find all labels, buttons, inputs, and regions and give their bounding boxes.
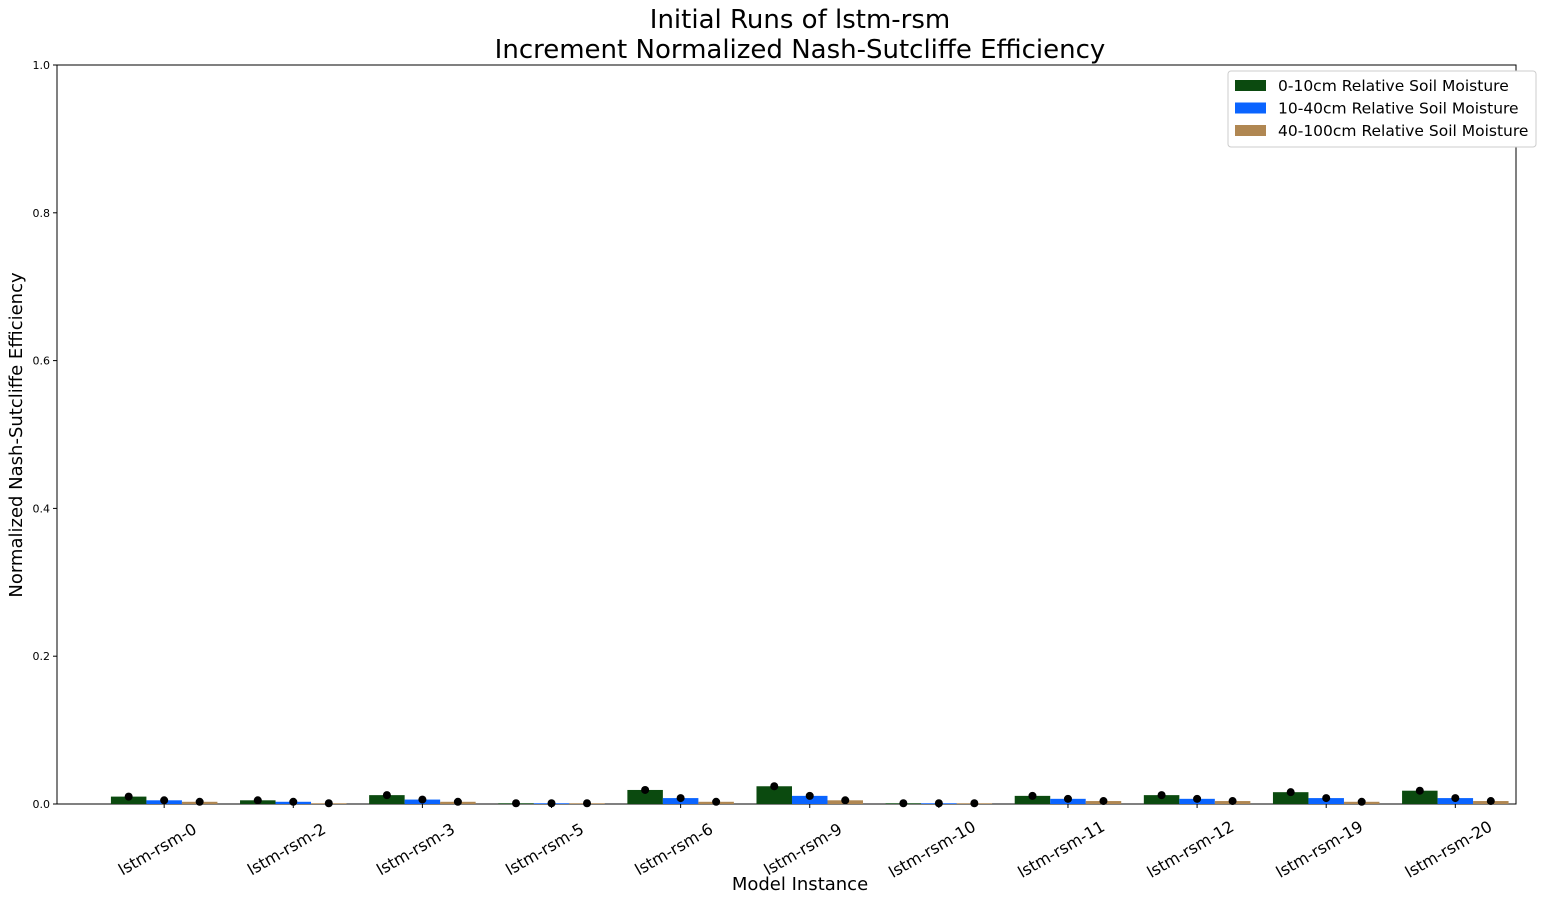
bar-marker [805, 791, 814, 800]
bar-marker [382, 791, 391, 800]
bar [1402, 790, 1438, 804]
bar-marker [1193, 794, 1202, 803]
legend: 0-10cm Relative Soil Moisture 10-40cm Rel… [1227, 70, 1537, 148]
plot-frame [56, 64, 1517, 805]
bar-marker [970, 799, 979, 808]
bar-marker [1028, 791, 1037, 800]
bar-marker [841, 796, 850, 805]
bar-marker [1357, 797, 1366, 806]
x-tick-label: lstm-rsm-0 [115, 819, 200, 879]
plot-area: 0.0 0.2 0.4 0.6 0.8 1.0 lstm-rsm-0 lstm-rsm-2 ls… [33, 59, 1517, 882]
bar-marker [195, 797, 204, 806]
legend-swatch [1235, 102, 1266, 114]
bar-marker [1157, 791, 1166, 800]
y-tick-label: 0.6 [33, 355, 51, 368]
x-axis-label: Model Instance [732, 874, 868, 895]
x-tick-label: lstm-rsm-6 [632, 819, 717, 879]
bar-marker [253, 796, 262, 805]
bar-marker [512, 799, 521, 808]
bar [756, 786, 792, 804]
x-tick-label: lstm-rsm-20 [1402, 817, 1496, 882]
bar-marker [1451, 794, 1460, 803]
bar-marker [770, 782, 779, 791]
bar-marker [418, 795, 427, 804]
legend-swatch [1235, 125, 1266, 136]
bar-marker [934, 799, 943, 808]
bar [369, 795, 405, 804]
y-tick-label: 0.4 [33, 502, 51, 515]
y-tick-label: 0.2 [33, 650, 51, 663]
bar [1272, 792, 1309, 804]
bar-marker [1415, 786, 1424, 795]
y-tick-label: 0.0 [33, 798, 51, 811]
bar [1014, 795, 1051, 804]
bar-marker [1322, 794, 1331, 803]
y-axis-label: Normalized Nash-Sutcliffe Efficiency [6, 272, 27, 598]
bar-marker [1063, 794, 1072, 803]
bar-marker [324, 799, 333, 808]
bar-marker [899, 799, 908, 808]
x-tick-label: lstm-rsm-5 [502, 819, 587, 879]
bar-marker [1286, 788, 1295, 797]
chart-title-line1: Initial Runs of lstm-rsm [650, 5, 950, 35]
bar [1143, 795, 1180, 804]
x-tick-label: lstm-rsm-12 [1144, 817, 1238, 882]
bar-marker [1099, 797, 1108, 806]
legend-label: 40-100cm Relative Soil Moisture [1278, 122, 1528, 140]
bar-marker [583, 799, 592, 808]
x-tick-label: lstm-rsm-3 [373, 819, 458, 879]
legend-label: 10-40cm Relative Soil Moisture [1278, 100, 1519, 118]
bar-marker [160, 796, 169, 805]
bar-marker [547, 799, 556, 808]
bar-marker [641, 785, 650, 794]
x-tick-label: lstm-rsm-9 [761, 819, 846, 879]
legend-swatch [1235, 80, 1266, 91]
x-tick-label: lstm-rsm-11 [1014, 817, 1108, 882]
bar-marker [1228, 797, 1237, 806]
bar-marker [676, 794, 685, 803]
legend-label: 0-10cm Relative Soil Moisture [1278, 77, 1509, 95]
y-tick-label: 0.8 [33, 207, 51, 220]
bar-marker [124, 792, 133, 801]
bar-marker [1486, 797, 1495, 806]
x-tick-label: lstm-rsm-2 [244, 819, 329, 879]
chart-title-line2: Increment Normalized Nash-Sutcliffe Effi… [495, 35, 1106, 65]
bar-marker [289, 797, 298, 806]
bar-marker [712, 797, 721, 806]
x-tick-label: lstm-rsm-19 [1273, 817, 1367, 882]
x-tick-label: lstm-rsm-10 [885, 817, 979, 882]
bar-marker [453, 797, 462, 806]
legend-box [1227, 70, 1537, 148]
bar [791, 795, 828, 804]
bar [627, 789, 663, 804]
y-tick-label: 1.0 [33, 59, 51, 72]
